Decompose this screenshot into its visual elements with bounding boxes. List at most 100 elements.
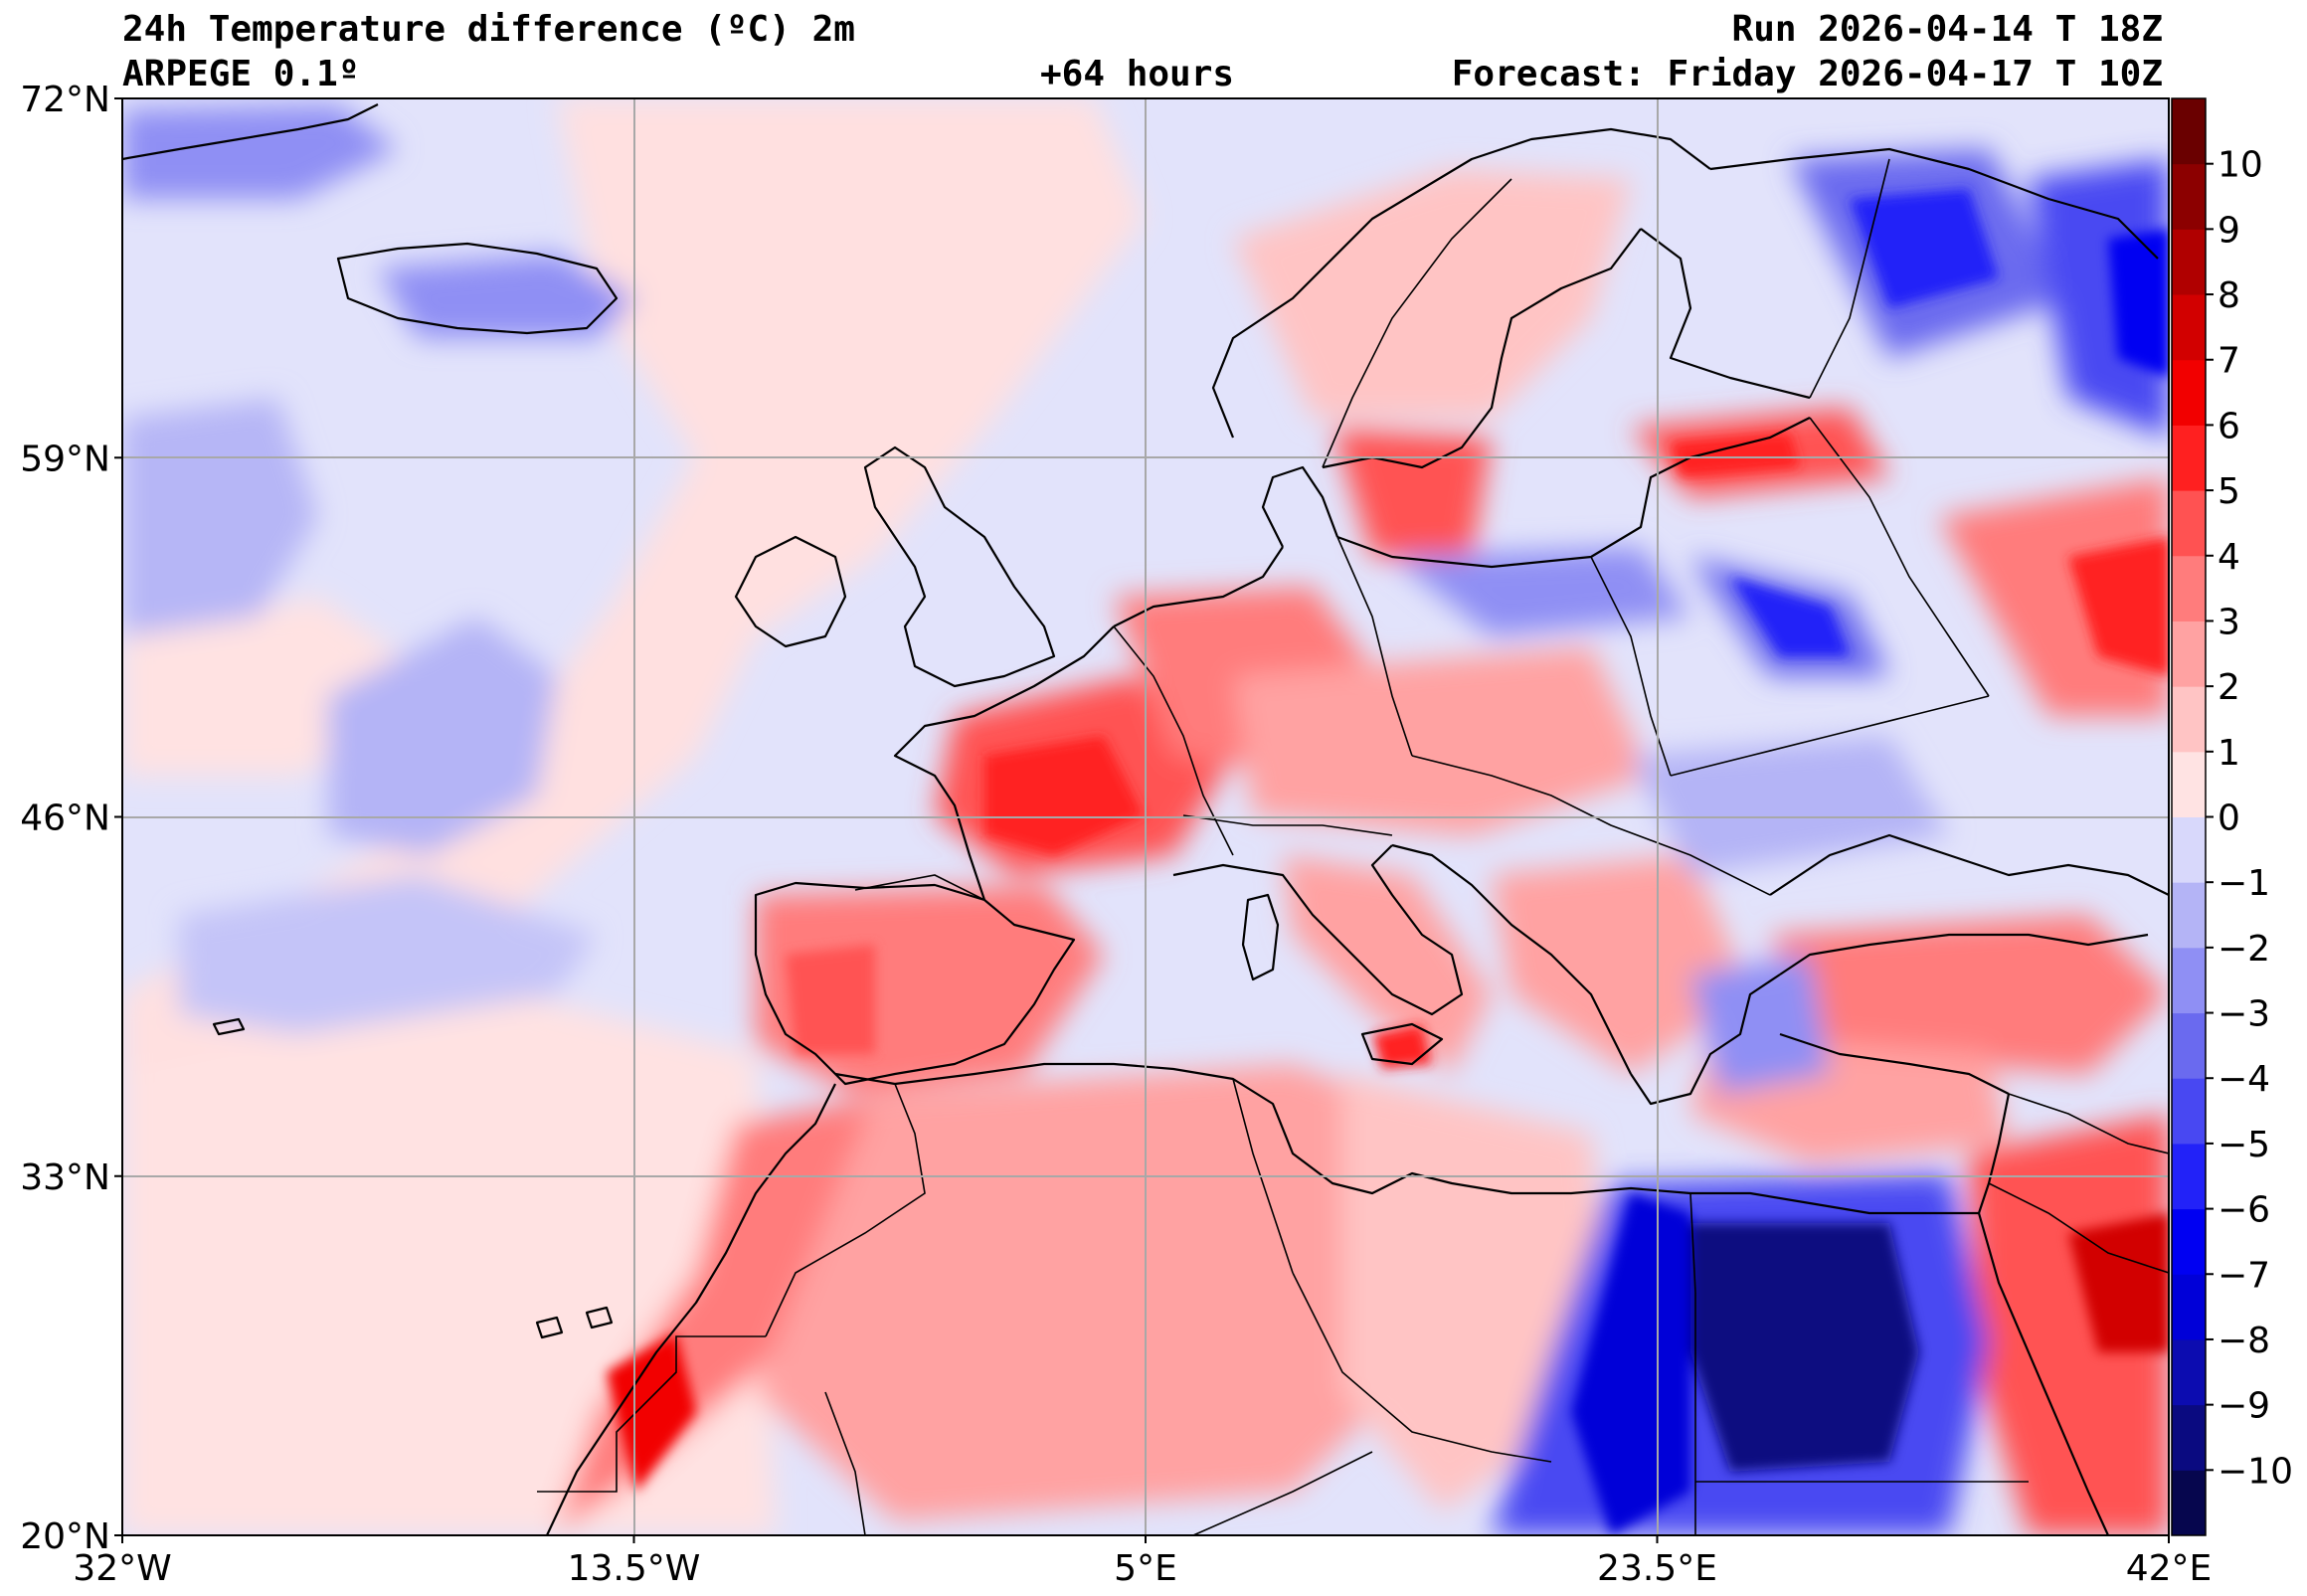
colorbar	[2172, 98, 2206, 1536]
iceland-coast	[336, 242, 619, 335]
iberia-coast	[754, 881, 1076, 1086]
colorbar-segment	[2172, 98, 2206, 165]
border-germany-poland	[1336, 536, 1413, 757]
colorbar-segment	[2172, 1012, 2206, 1079]
colorbar-tick-label: −3	[2218, 994, 2270, 1035]
ukraine-cold	[1631, 736, 1949, 875]
colorbar-tick-label: 6	[2218, 406, 2240, 446]
ireland-coast	[734, 535, 847, 648]
sicily-warm-core	[1372, 1024, 1432, 1069]
colorbar-segment	[2172, 1208, 2206, 1275]
baltic-coast	[1336, 417, 1811, 569]
colorbar-tick-label: 10	[2218, 145, 2263, 186]
france-warm-core	[984, 736, 1144, 855]
greenland-cold	[122, 104, 398, 199]
italy-coast	[1172, 844, 1464, 1016]
colorbar-tick-label: −5	[2218, 1125, 2270, 1165]
north-africa-coast	[834, 1062, 1979, 1215]
atlantic-south-warm	[122, 994, 776, 1535]
adriatic-coast	[1391, 843, 1632, 1075]
balkans-warm	[1492, 855, 1750, 1074]
colorbar-tick-label: −6	[2218, 1190, 2270, 1231]
colorbar-tick-label: −10	[2218, 1451, 2293, 1492]
coastlines	[122, 103, 2169, 1535]
egypt-cold-core	[1690, 1223, 1919, 1472]
colorbar-segment	[2172, 1404, 2206, 1471]
border-france-germany	[1113, 625, 1234, 856]
colorbar-segment	[2172, 1078, 2206, 1145]
russia-north-cold-core	[2108, 229, 2169, 378]
colorbar-tick-label: 2	[2218, 667, 2240, 708]
border-finland-russia	[1809, 158, 1890, 399]
lon-tick-label: 23.5°E	[1597, 1548, 1717, 1589]
map-plot-area	[122, 98, 2169, 1535]
scandinavia-warm	[1233, 169, 1631, 418]
azores	[212, 1017, 246, 1036]
levant-coast	[1977, 1093, 2011, 1214]
finland-coast	[1640, 228, 1811, 400]
lat-tick-label: 72°N	[20, 80, 110, 120]
lat-tick-label: 59°N	[20, 439, 110, 479]
atlantic-africa-coast	[546, 1083, 836, 1535]
norway-coast	[1211, 127, 1711, 439]
colorbar-tick-label: 4	[2218, 537, 2240, 578]
sahara-warm	[756, 1064, 1492, 1521]
border-balkans	[1411, 755, 1771, 896]
arabia-warm-core	[2068, 1213, 2169, 1352]
greece-coast	[1630, 974, 1781, 1106]
ocean-cold-lane	[179, 875, 597, 1034]
colorbar-segment	[2172, 359, 2206, 426]
border-algeria-tunisia	[1232, 1078, 1294, 1274]
colorbar-segment	[2172, 229, 2206, 295]
sardinia-coast	[1241, 893, 1280, 981]
colorbar-segment	[2172, 490, 2206, 557]
colorbar-segment	[2172, 816, 2206, 883]
colorbar-tick-label: 1	[2218, 733, 2240, 774]
colorbar-tick-label: −9	[2218, 1386, 2270, 1427]
colorbar-segment	[2172, 1143, 2206, 1210]
netherlands-coast	[1113, 546, 1284, 627]
lon-tick-label: 32°W	[73, 1548, 171, 1589]
colorbar-tick-label: −1	[2218, 863, 2270, 904]
baltic-warm-core	[1671, 433, 1800, 477]
britain-coast	[863, 445, 1056, 688]
lon-tick-label: 13.5°W	[568, 1548, 701, 1589]
colorbar-segment	[2172, 751, 2206, 817]
latitude-labels: 72°N 59°N 46°N 33°N 20°N	[20, 80, 122, 1557]
forecast-info: Forecast: Friday 2026-04-17 T 10Z	[1451, 54, 2163, 94]
sicily-coast	[1360, 1022, 1444, 1066]
scandinavia-south-warm	[1332, 428, 1492, 557]
border-libya	[1292, 1272, 1552, 1463]
red-sea-coast	[1977, 1212, 2110, 1535]
border-france-spain	[854, 874, 985, 901]
russia-warm-core	[2068, 537, 2169, 676]
greenland-coast	[122, 103, 379, 161]
colorbar-segment	[2172, 1338, 2206, 1406]
belarus-cold-core	[1730, 577, 1850, 656]
colorbar-segment	[2172, 294, 2206, 361]
border-morocco-algeria	[765, 1083, 926, 1337]
colorbar-segment	[2172, 947, 2206, 1014]
colorbar-tick-label: −7	[2218, 1255, 2270, 1296]
canary-islands	[535, 1306, 614, 1339]
lat-tick-label: 46°N	[20, 798, 110, 839]
map-title: 24h Temperature difference (ºC) 2m	[122, 9, 855, 50]
italy-warm	[1283, 855, 1492, 1074]
colorbar-tick-label: 7	[2218, 341, 2240, 382]
turkey-warm	[1770, 915, 2169, 1074]
lon-tick-label: 42°E	[2126, 1548, 2213, 1589]
colorbar-segment	[2172, 686, 2206, 753]
colorbar-tick-label: 0	[2218, 798, 2240, 839]
border-ukraine	[1670, 695, 1990, 777]
country-borders	[537, 158, 2169, 1535]
egypt-cold-mid	[1571, 1193, 1690, 1535]
central-europe-warm	[1233, 646, 1651, 835]
colorbar-segment	[2172, 1274, 2206, 1340]
border-mauritania	[824, 1391, 866, 1535]
longitude-labels: 32°W 13.5°W 5°E 23.5°E 42°E	[73, 1535, 2212, 1589]
lon-tick-label: 5°E	[1114, 1548, 1177, 1589]
border-arabia	[1988, 1182, 2169, 1274]
graticule	[122, 98, 2169, 1535]
denmark-coast	[1261, 465, 1339, 548]
colorbar-tick-label: −2	[2218, 929, 2270, 970]
